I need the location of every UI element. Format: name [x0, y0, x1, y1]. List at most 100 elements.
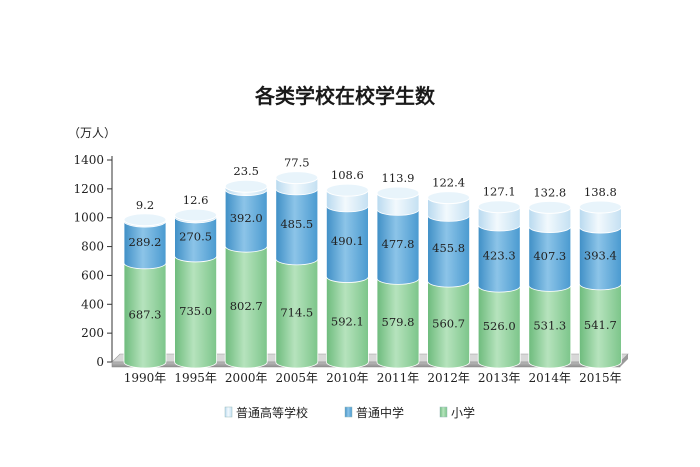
bar-cap: [578, 200, 622, 214]
bar-stack: 526.0 423.3 127.1: [477, 185, 521, 369]
y-tick-label: 600: [81, 268, 104, 282]
bar-cap: [275, 171, 319, 185]
y-tick-label: 1400: [73, 153, 104, 167]
bar-stack: 802.7 392.0 23.5: [224, 164, 268, 369]
bars-group: 687.3 289.2 9.2 735.0 270.5 12.6 802.7 392.0 23.…: [123, 156, 622, 369]
data-label: 455.8: [432, 241, 465, 255]
data-label: 113.9: [382, 171, 415, 185]
bar-stack: 579.8 477.8 113.9: [376, 171, 420, 369]
data-label: 531.3: [533, 319, 566, 333]
data-label: 77.5: [284, 156, 310, 170]
bar-segment-primary: [477, 285, 521, 369]
bar-segment-middle: [174, 216, 217, 263]
bar-cap: [376, 186, 420, 200]
bar-segment-middle: [528, 226, 572, 292]
bar-segment-primary: [123, 262, 167, 369]
bar-cap: [123, 213, 167, 227]
bar-stack: 714.5 485.5 77.5: [275, 156, 319, 369]
bar-stack: 531.3 407.3 132.8: [528, 185, 572, 369]
data-label: 579.8: [382, 315, 415, 329]
y-tick-label: 200: [81, 326, 104, 340]
bar-segment-middle: [427, 214, 470, 288]
bar-stack: 592.1 490.1 108.6: [325, 168, 369, 369]
data-label: 735.0: [179, 304, 212, 318]
legend-label: 小学: [451, 405, 475, 420]
data-label: 541.7: [584, 318, 617, 332]
bar-segment-primary: [579, 283, 622, 369]
data-label: 9.2: [136, 198, 154, 212]
x-tick-label: 2011年: [377, 371, 420, 385]
legend: 普通高等学校 普通中学 小学: [224, 405, 475, 420]
bar-segment-primary: [174, 255, 217, 369]
bar-stack: 687.3 289.2 9.2: [123, 198, 167, 369]
x-axis-labels: 1990年 1995年 2000年 2005年 2010年 2011年 2012年 2013年…: [124, 371, 622, 385]
bar-segment-middle: [477, 224, 521, 293]
data-label: 132.8: [533, 185, 566, 199]
data-label: 477.8: [382, 237, 415, 251]
bar-segment-middle: [579, 226, 622, 291]
bar-segment-primary: [275, 258, 319, 369]
data-label: 12.6: [183, 193, 209, 207]
legend-swatch: [224, 406, 233, 418]
bar-cap: [427, 191, 471, 205]
bar-segment-higher: [579, 206, 622, 234]
bar-segment-primary: [528, 284, 572, 369]
bar-cap: [224, 179, 268, 193]
data-label: 138.8: [584, 185, 617, 199]
bar-cap: [325, 183, 369, 197]
data-label: 407.3: [533, 249, 566, 263]
data-label: 270.5: [179, 229, 212, 243]
x-tick-label: 2005年: [276, 371, 319, 385]
bar-segment-primary: [427, 280, 470, 369]
bar-segment-primary: [376, 277, 420, 369]
x-tick-label: 2000年: [225, 371, 268, 385]
unit-label: （万人）: [68, 126, 116, 140]
data-label: 289.2: [129, 235, 162, 249]
floor-side: [620, 354, 628, 367]
bar-segment-middle: [376, 209, 420, 285]
y-tick-label: 800: [81, 240, 104, 254]
bar-segment-higher: [477, 206, 521, 232]
data-label: 526.0: [483, 319, 516, 333]
data-label: 485.5: [280, 217, 313, 231]
legend-label: 普通中学: [356, 405, 404, 420]
data-label: 23.5: [233, 164, 259, 178]
chart-title: 各类学校在校学生数: [254, 84, 436, 108]
bar-stack: 735.0 270.5 12.6: [174, 193, 218, 369]
data-label: 108.6: [331, 168, 364, 182]
y-tick-label: 400: [81, 297, 104, 311]
legend-label: 普通高等学校: [236, 405, 308, 420]
data-label: 423.3: [483, 249, 516, 263]
bar-cap: [174, 208, 218, 222]
bar-cap: [477, 200, 521, 214]
bar-segment-primary: [326, 276, 369, 369]
x-tick-label: 2013年: [478, 371, 521, 385]
bar-segment-middle: [224, 189, 268, 253]
data-label: 122.4: [432, 176, 465, 190]
bar-segment-primary: [224, 245, 268, 369]
data-label: 393.4: [584, 248, 617, 262]
data-label: 560.7: [432, 317, 465, 331]
bar-segment-middle: [326, 205, 369, 283]
bar-stack: 560.7 455.8 122.4: [427, 176, 471, 369]
data-label: 392.0: [230, 211, 263, 225]
y-tick-label: 1000: [73, 211, 104, 225]
x-tick-label: 2012年: [427, 371, 470, 385]
bar-segment-higher: [427, 197, 470, 222]
bar-stack: 541.7 393.4 138.8: [578, 185, 622, 369]
x-tick-label: 1995年: [174, 371, 217, 385]
bar-segment-higher: [528, 207, 572, 233]
x-tick-label: 2010年: [326, 371, 369, 385]
legend-swatch: [439, 406, 448, 418]
bar-cap: [528, 200, 572, 214]
x-tick-label: 2015年: [579, 371, 622, 385]
y-axis: 0 200 400 600 800 1000 1200 1400: [73, 153, 113, 369]
y-tick-label: 1200: [73, 182, 104, 196]
data-label: 127.1: [483, 185, 516, 199]
data-label: 714.5: [280, 305, 313, 319]
legend-swatch: [344, 406, 353, 418]
data-label: 802.7: [230, 299, 263, 313]
data-label: 687.3: [129, 307, 162, 321]
x-tick-label: 1990年: [124, 371, 167, 385]
